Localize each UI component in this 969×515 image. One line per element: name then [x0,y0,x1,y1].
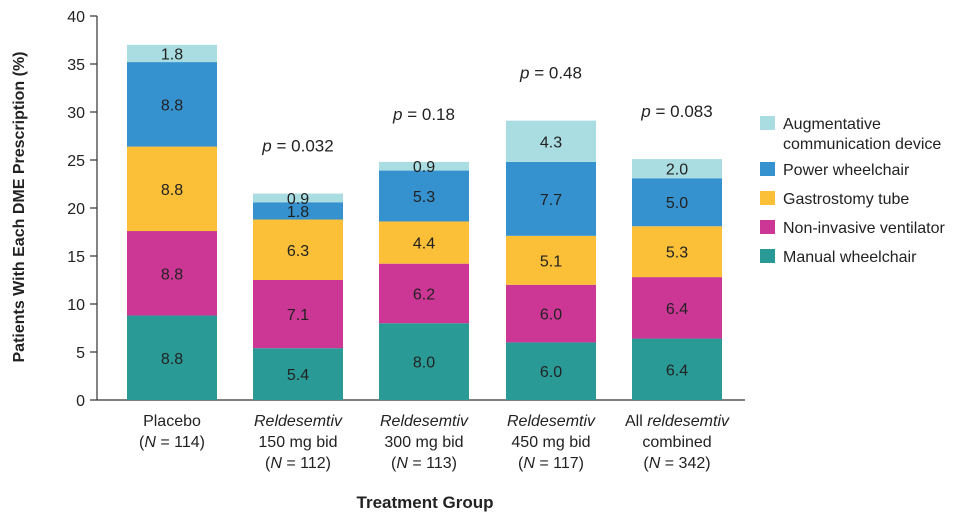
legend-swatch [760,220,775,234]
bar-segment [506,284,596,343]
bar-segment [127,44,217,63]
bar-value-label: 8.8 [161,266,183,283]
legend-label: Non-invasive ventilator [783,220,946,237]
bar-segment [253,193,343,203]
bar-value-label: 6.4 [666,362,688,379]
legend-label: Augmentative [783,116,881,133]
bar-value-label: 6.0 [540,307,562,324]
x-category-label: (N = 112) [265,455,331,472]
legend-swatch [760,191,775,205]
y-tick-label: 5 [76,345,85,362]
bar-value-label: 4.3 [540,134,562,151]
legend: Augmentative communication device Power wh… [760,116,946,266]
bar-segment [127,315,217,400]
bar-segment [506,235,596,285]
bar-value-label: 6.3 [287,243,309,260]
bar-value-label: 5.4 [287,367,309,384]
bar-value-label: 7.1 [287,307,309,324]
x-category-label: combined [642,434,711,451]
bar-segment [379,263,469,324]
bar-segment [506,342,596,400]
legend-label: Manual wheelchair [783,249,917,266]
x-category-label: 450 mg bid [511,434,590,451]
bar-segment [253,280,343,349]
p-value-label: p = 0.032 [261,137,333,156]
y-tick-label: 35 [67,57,85,74]
bar-value-label: 6.2 [413,286,435,303]
y-tick-label: 30 [67,105,85,122]
bar-value-label: 0.9 [413,159,435,176]
x-category-label: All reldesemtiv [625,413,730,430]
bar-value-label: 1.8 [287,204,309,221]
y-tick-label: 20 [67,201,85,218]
y-tick-label: 15 [67,249,85,266]
y-axis-ticks: 0 5 10 15 20 25 30 35 40 [67,9,97,410]
y-axis-title: Patients With Each DME Prescription (%) [11,51,28,362]
legend-label: communication device [783,136,941,153]
x-category-label: (N = 342) [643,455,710,472]
y-tick-label: 40 [67,9,85,26]
bar-segment [127,231,217,316]
bar-value-label: 5.0 [666,195,688,212]
bar-segment [632,277,722,339]
p-value-label: p = 0.18 [392,105,455,124]
bar-segment [253,202,343,220]
bar-segment [506,120,596,162]
x-axis-title: Treatment Group [357,493,494,512]
bar-value-label: 8.0 [413,355,435,372]
x-category-label: Reldesemtiv [380,413,469,430]
bar-value-label: 0.9 [287,191,309,208]
bar-value-label: 8.8 [161,97,183,114]
bar-segment [632,159,722,179]
y-tick-label: 0 [76,393,85,410]
x-category-label: (N = 114) [139,434,205,451]
bar-value-label: 5.3 [413,189,435,206]
x-category-label: Reldesemtiv [507,413,596,430]
bar-segment [379,170,469,222]
bar-segment [632,338,722,400]
legend-label: Gastrostomy tube [783,191,909,208]
p-value-label: p = 0.083 [640,102,712,121]
bar-value-label: 8.8 [161,182,183,199]
bar-value-label: 4.4 [413,236,435,253]
p-value-annotations: p = 0.032 p = 0.18 p = 0.48 p = 0.083 [261,64,712,156]
bar-segment [127,62,217,147]
bar-value-label: 6.0 [540,364,562,381]
bar-segment [379,323,469,400]
bar-segment [379,221,469,264]
legend-swatch [760,116,775,130]
bar-value-label: 5.1 [540,253,562,270]
p-value-label: p = 0.48 [519,64,582,83]
bar-value-label: 6.4 [666,301,688,318]
x-category-label: Placebo [143,413,201,430]
y-tick-label: 25 [67,153,85,170]
bar-value-label: 2.0 [666,162,688,179]
bar-value-label: 5.3 [666,245,688,262]
legend-swatch [760,162,775,176]
legend-swatch [760,249,775,263]
y-tick-label: 10 [67,297,85,314]
bar-segment [127,146,217,232]
bar-segment [253,219,343,280]
bar-segment [253,348,343,400]
x-category-label: Reldesemtiv [254,413,343,430]
legend-label: Power wheelchair [783,162,910,179]
bar-segment [632,178,722,227]
x-category-label: 150 mg bid [258,434,337,451]
bar-value-label: 8.8 [161,351,183,368]
x-axis-category-labels: Placebo (N = 114) Reldesemtiv 150 mg bid (N … [139,413,730,472]
bars: 8.88.88.88.81.85.47.16.31.80.98.06.24.45… [127,44,722,400]
x-category-label: (N = 113) [391,455,457,472]
bar-segment [379,161,469,171]
x-category-label: 300 mg bid [384,434,463,451]
x-category-label: (N = 117) [518,455,584,472]
bar-segment [506,161,596,236]
bar-value-label: 1.8 [161,46,183,63]
bar-value-label: 7.7 [540,192,562,209]
bar-segment [632,226,722,278]
